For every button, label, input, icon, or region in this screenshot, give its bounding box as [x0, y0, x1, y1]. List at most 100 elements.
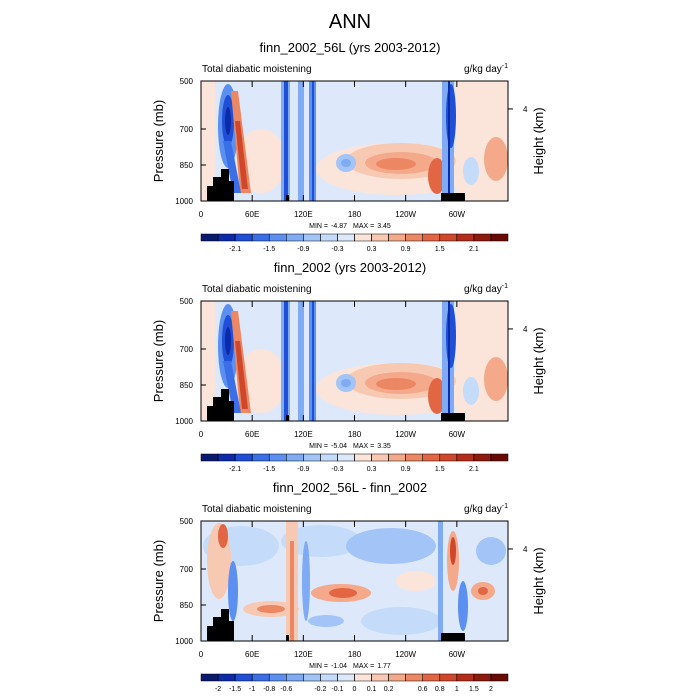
max-label: MAX =	[353, 223, 374, 230]
units-superscript: -1	[502, 283, 508, 290]
colorbar-label: -1	[249, 686, 255, 693]
colorbar-box	[337, 673, 355, 682]
min-max: MIN = -5.04 MAX = 3.35	[309, 443, 391, 450]
x-tick-label: 120W	[395, 430, 416, 439]
y2-tick-label: 4	[523, 545, 528, 554]
units-text: g/kg day	[464, 64, 502, 75]
colorbar-box	[303, 453, 321, 462]
colorbar-box	[473, 233, 492, 242]
colorbar-box	[354, 453, 372, 462]
colorbar-label: -0.2	[314, 686, 326, 693]
min-label: MIN =	[309, 443, 328, 450]
x-tick-label: 180	[348, 210, 362, 219]
colorbar-box	[268, 673, 287, 682]
colorbar-label: 0.3	[367, 466, 377, 473]
y-tick-label: 500	[180, 517, 194, 526]
colorbar-box	[268, 453, 287, 462]
y-tick-label: 500	[180, 77, 194, 86]
colorbar-box	[422, 233, 441, 242]
colorbar-box	[439, 673, 458, 682]
colorbar-box	[200, 233, 219, 242]
colorbar-label: 0.1	[367, 686, 377, 693]
colorbar-label: 2.1	[469, 246, 479, 253]
colorbar-label: -0.6	[280, 686, 292, 693]
x-tick-label: 180	[348, 650, 362, 659]
max-label: MAX =	[353, 443, 374, 450]
x-tick-label: 120W	[395, 210, 416, 219]
colorbar-label: -1.5	[229, 686, 241, 693]
colorbar-box	[286, 673, 304, 682]
colorbar-label: -1.5	[263, 246, 275, 253]
colorbar-box	[388, 673, 406, 682]
y-tick-label: 850	[180, 381, 194, 390]
colorbar-label: -0.1	[331, 686, 343, 693]
contour-field	[201, 81, 508, 201]
colorbar-label: 0.8	[435, 686, 445, 693]
x-tick-label: 0	[199, 210, 204, 219]
colorbar-label: -0.3	[331, 246, 343, 253]
max-value: 1.77	[377, 663, 391, 670]
colorbar-box	[439, 233, 458, 242]
colorbar-box	[303, 233, 321, 242]
colorbar-label: 2.1	[469, 466, 479, 473]
y-tick-label: 500	[180, 297, 194, 306]
max-value: 3.45	[377, 223, 391, 230]
y-tick-label: 1000	[175, 637, 193, 646]
colorbar-box	[320, 673, 338, 682]
colorbar-box	[490, 673, 509, 682]
colorbar-box	[234, 673, 253, 682]
y-tick-label: 850	[180, 601, 194, 610]
min-value: -4.87	[331, 223, 347, 230]
y2-tick-label: 4	[523, 105, 528, 114]
y-tick-label: 700	[180, 345, 194, 354]
colorbar-box	[217, 453, 236, 462]
y-tick-label: 850	[180, 161, 194, 170]
x-tick-label: 120W	[395, 650, 416, 659]
colorbar-label: -2.1	[229, 246, 241, 253]
y-axis-title: Pressure (mb)	[151, 320, 166, 402]
x-tick-label: 60E	[245, 210, 259, 219]
min-max: MIN = -1.04 MAX = 1.77	[309, 663, 391, 670]
y-axis-title: Pressure (mb)	[151, 100, 166, 182]
panel-title: finn_2002_56L - finn_2002	[273, 480, 427, 495]
x-tick-label: 180	[348, 430, 362, 439]
colorbar-box	[388, 233, 406, 242]
y-axis-title: Pressure (mb)	[151, 540, 166, 622]
units: g/kg day-1	[464, 283, 508, 295]
colorbar-box	[371, 453, 389, 462]
units-text: g/kg day	[464, 504, 502, 515]
figure-title: ANN	[329, 11, 371, 33]
units-text: g/kg day	[464, 284, 502, 295]
colorbar-box	[371, 233, 389, 242]
min-value: -1.04	[331, 663, 347, 670]
colorbar-box	[354, 233, 372, 242]
colorbar-label: 0.9	[401, 246, 411, 253]
colorbar-label: 2	[489, 686, 493, 693]
colorbar-label: -0.9	[297, 466, 309, 473]
colorbar-label: -0.9	[297, 246, 309, 253]
panel-left-label: Total diabatic moistening	[202, 64, 312, 75]
x-tick-label: 0	[199, 430, 204, 439]
colorbar-box	[388, 453, 406, 462]
colorbar-box	[490, 233, 509, 242]
colorbar-label: 0.9	[401, 466, 411, 473]
colorbar-label: 1.5	[435, 466, 445, 473]
colorbar-box	[320, 233, 338, 242]
colorbar-box	[234, 233, 253, 242]
panel-title: finn_2002 (yrs 2003-2012)	[274, 260, 427, 275]
min-max: MIN = -4.87 MAX = 3.45	[309, 223, 391, 230]
colorbar-box	[286, 453, 304, 462]
x-tick-label: 120E	[294, 650, 313, 659]
colorbar-box	[286, 233, 304, 242]
colorbar-box	[337, 453, 355, 462]
colorbar-label: -2	[215, 686, 221, 693]
x-tick-label: 120E	[294, 430, 313, 439]
contour-field	[201, 521, 508, 641]
colorbar-box	[422, 453, 441, 462]
panel-left-label: Total diabatic moistening	[202, 284, 312, 295]
y2-axis-title: Height (km)	[531, 327, 546, 394]
colorbar-label: 0.2	[384, 686, 394, 693]
x-tick-label: 60E	[245, 430, 259, 439]
colorbar-box	[251, 233, 270, 242]
